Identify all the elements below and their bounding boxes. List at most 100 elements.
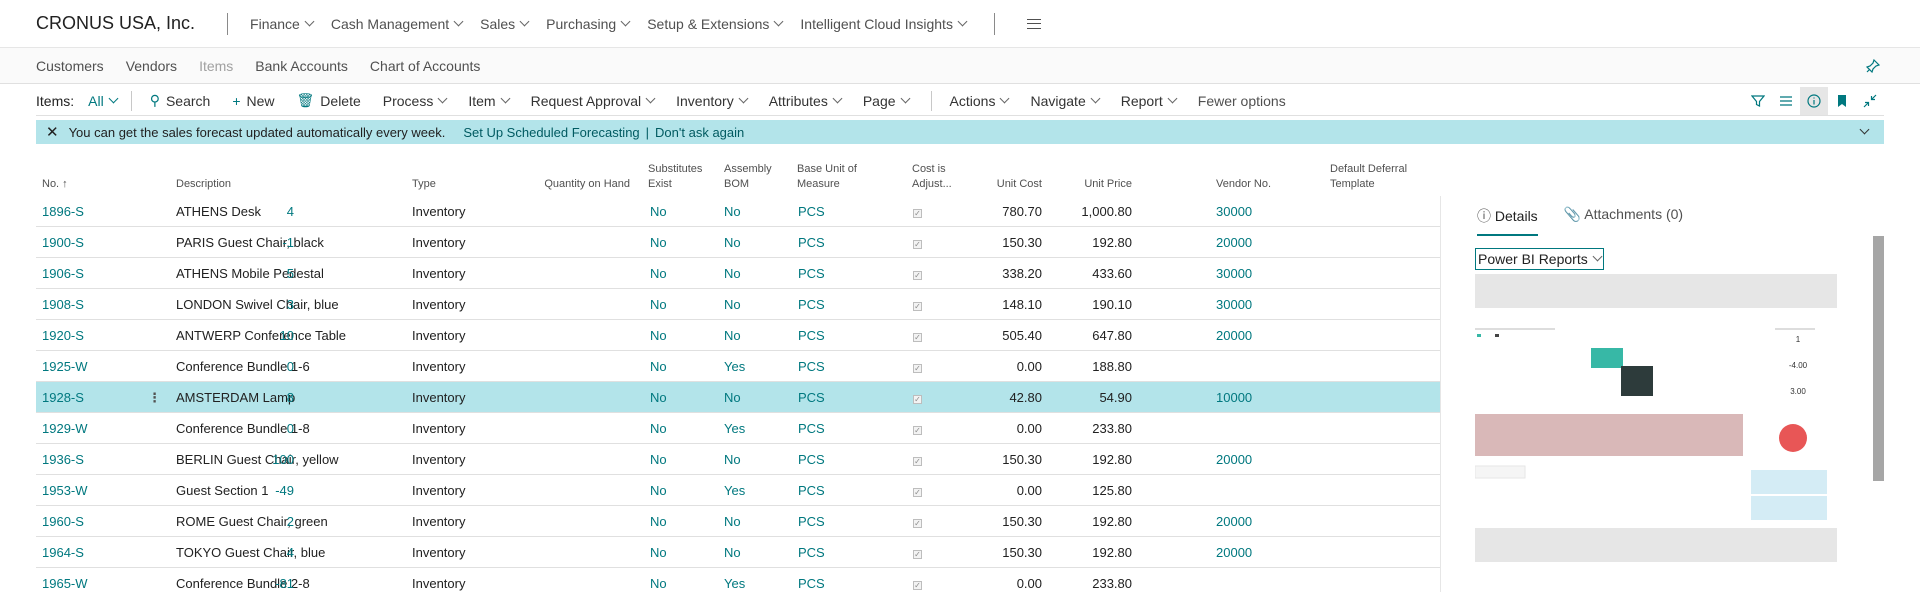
menu-finance[interactable]: Finance [250, 16, 315, 32]
subnav-vendors[interactable]: Vendors [125, 57, 178, 74]
item-assembly-link[interactable]: No [724, 390, 741, 405]
table-row[interactable]: 1896-S ATHENS Desk Inventory 4 No No PCS ✓ 780.7… [36, 196, 1440, 227]
item-no-link[interactable]: 1920-S [42, 328, 84, 343]
item-substitutes-link[interactable]: No [650, 545, 667, 560]
list-view-icon[interactable] [1772, 87, 1800, 115]
fewer-options-button[interactable]: Fewer options [1197, 92, 1286, 109]
item-quantity-link[interactable]: 0 [286, 359, 294, 374]
subnav-customers[interactable]: Customers [36, 57, 104, 74]
search-button[interactable]: ⚲ Search [149, 92, 211, 109]
item-quantity-link[interactable]: 8 [286, 390, 294, 405]
item-quantity-link[interactable]: -49 [275, 483, 294, 498]
item-unit-link[interactable]: PCS [798, 266, 825, 281]
delete-button[interactable]: 🗑 Delete [296, 92, 361, 109]
item-substitutes-link[interactable]: No [650, 421, 667, 436]
table-row[interactable]: 1925-W Conference Bundle 1-6 Inventory 0 No Y… [36, 351, 1440, 382]
item-quantity-link[interactable]: -1 [282, 235, 294, 250]
item-quantity-link[interactable]: 10 [279, 328, 294, 343]
col-default-deferral[interactable]: Default Deferral Template [1330, 163, 1408, 190]
info-icon[interactable] [1800, 87, 1828, 115]
col-unit-price[interactable]: Unit Price [1084, 178, 1132, 190]
table-row[interactable]: 1953-W Guest Section 1 Inventory -49 No Yes PC… [36, 475, 1440, 506]
item-vendor-link[interactable]: 30000 [1216, 297, 1253, 312]
item-assembly-link[interactable]: Yes [724, 359, 746, 374]
item-substitutes-link[interactable]: No [650, 452, 667, 467]
menu-report[interactable]: Report [1121, 93, 1178, 109]
powerbi-report-select[interactable]: Power BI Reports [1475, 248, 1604, 270]
item-unit-link[interactable]: PCS [798, 390, 825, 405]
item-assembly-link[interactable]: Yes [724, 421, 746, 436]
col-unit-cost[interactable]: Unit Cost [996, 178, 1042, 190]
item-unit-link[interactable]: PCS [798, 514, 825, 529]
item-assembly-link[interactable]: Yes [724, 483, 746, 498]
item-no-link[interactable]: 1953-W [42, 483, 88, 498]
item-unit-link[interactable]: PCS [798, 545, 825, 560]
menu-setup-extensions[interactable]: Setup & Extensions [647, 16, 784, 32]
item-quantity-link[interactable]: 2 [286, 514, 294, 529]
col-base-unit[interactable]: Base Unit of Measure [797, 163, 857, 190]
hamburger-menu-icon[interactable] [1026, 18, 1041, 29]
col-no[interactable]: No. ↑ [42, 178, 68, 190]
item-no-link[interactable]: 1964-S [42, 545, 84, 560]
item-no-link[interactable]: 1896-S [42, 204, 84, 219]
item-quantity-link[interactable]: 5 [286, 266, 294, 281]
subnav-chart-of-accounts[interactable]: Chart of Accounts [369, 57, 481, 74]
item-vendor-link[interactable]: 10000 [1216, 390, 1253, 405]
menu-actions[interactable]: Actions [950, 93, 1010, 109]
collapse-icon[interactable] [1856, 87, 1884, 115]
item-substitutes-link[interactable]: No [650, 297, 667, 312]
item-quantity-link[interactable]: 0 [286, 421, 294, 436]
pin-icon[interactable] [1865, 58, 1881, 74]
item-substitutes-link[interactable]: No [650, 390, 667, 405]
table-row[interactable]: 1965-W Conference Bundle 2-8 Inventory -81 N… [36, 568, 1440, 592]
menu-navigate[interactable]: Navigate [1030, 93, 1101, 109]
table-row[interactable]: 1929-W Conference Bundle 1-8 Inventory 0 No Y… [36, 413, 1440, 444]
item-vendor-link[interactable]: 20000 [1216, 452, 1253, 467]
item-vendor-link[interactable]: 20000 [1216, 545, 1253, 560]
item-unit-link[interactable]: PCS [798, 359, 825, 374]
col-quantity-on-hand[interactable]: Quantity on Hand [544, 178, 630, 190]
item-unit-link[interactable]: PCS [798, 576, 825, 591]
filter-icon[interactable] [1744, 87, 1772, 115]
item-quantity-link[interactable]: 4 [286, 204, 294, 219]
item-quantity-link[interactable]: 3 [286, 297, 294, 312]
table-row[interactable]: 1906-S ATHENS Mobile Pedestal Inventory 5 No… [36, 258, 1440, 289]
table-row[interactable]: 1900-S PARIS Guest Chair, black Inventory -… [36, 227, 1440, 258]
tab-details[interactable]: ⓘ Details [1477, 206, 1538, 236]
menu-page[interactable]: Page [863, 93, 910, 109]
table-row[interactable]: 1920-S ANTWERP Conference Table Inventory 1… [36, 320, 1440, 351]
item-assembly-link[interactable]: No [724, 514, 741, 529]
tab-attachments[interactable]: 📎 Attachments (0) [1563, 206, 1684, 222]
menu-attributes[interactable]: Attributes [769, 93, 843, 109]
item-assembly-link[interactable]: No [724, 452, 741, 467]
table-row[interactable]: 1960-S ROME Guest Chair, green Inventory 2 N… [36, 506, 1440, 537]
menu-request-approval[interactable]: Request Approval [531, 93, 656, 109]
item-substitutes-link[interactable]: No [650, 235, 667, 250]
item-no-link[interactable]: 1936-S [42, 452, 84, 467]
item-vendor-link[interactable]: 20000 [1216, 328, 1253, 343]
menu-process[interactable]: Process [383, 93, 448, 109]
item-no-link[interactable]: 1900-S [42, 235, 84, 250]
item-no-link[interactable]: 1965-W [42, 576, 88, 591]
row-actions-menu[interactable]: ⋮ [148, 390, 161, 405]
item-assembly-link[interactable]: No [724, 545, 741, 560]
item-assembly-link[interactable]: Yes [724, 576, 746, 591]
setup-forecasting-link[interactable]: Set Up Scheduled Forecasting [463, 124, 640, 140]
table-row[interactable]: 1928-S ⋮ AMSTERDAM Lamp Inventory 8 No No PCS ✓ 4… [36, 382, 1440, 413]
item-substitutes-link[interactable]: No [650, 483, 667, 498]
item-no-link[interactable]: 1929-W [42, 421, 88, 436]
item-substitutes-link[interactable]: No [650, 576, 667, 591]
item-vendor-link[interactable]: 30000 [1216, 204, 1253, 219]
item-quantity-link[interactable]: 100 [272, 452, 294, 467]
company-name[interactable]: CRONUS USA, Inc. [36, 13, 196, 33]
item-vendor-link[interactable]: 30000 [1216, 266, 1253, 281]
subnav-bank-accounts[interactable]: Bank Accounts [255, 57, 348, 74]
col-type[interactable]: Type [412, 178, 436, 190]
item-unit-link[interactable]: PCS [798, 483, 825, 498]
menu-cash-management[interactable]: Cash Management [331, 16, 464, 32]
item-no-link[interactable]: 1928-S [42, 390, 84, 405]
menu-intelligent-cloud-insights[interactable]: Intelligent Cloud Insights [800, 16, 968, 32]
item-substitutes-link[interactable]: No [650, 204, 667, 219]
item-substitutes-link[interactable]: No [650, 266, 667, 281]
view-filter-dropdown[interactable]: All [88, 93, 119, 109]
